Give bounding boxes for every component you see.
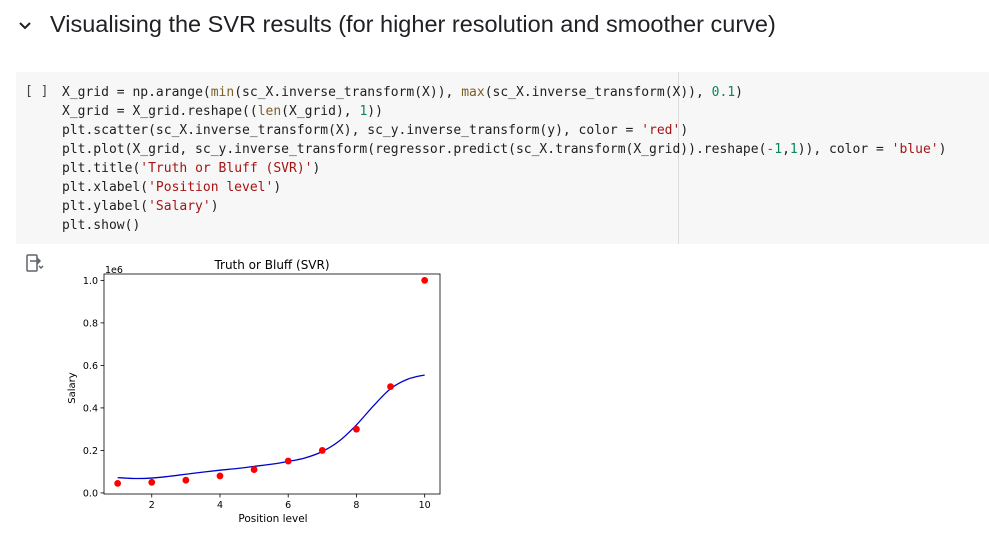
- section-header: Visualising the SVR results (for higher …: [0, 0, 989, 54]
- code-ruler: [678, 72, 679, 244]
- data-point: [353, 425, 360, 433]
- code-token: =: [116, 85, 133, 100]
- code-token: ): [735, 85, 743, 100]
- x-tick-label: 6: [285, 500, 291, 511]
- x-axis-label: Position level: [238, 513, 307, 525]
- svr-chart: Truth or Bluff (SVR) 1e6 Position level …: [67, 258, 441, 525]
- plot-frame: [103, 273, 441, 495]
- section-title: Visualising the SVR results (for higher …: [50, 11, 776, 37]
- y-offset-text: 1e6: [105, 265, 123, 276]
- code-token: plt.title(: [62, 161, 141, 176]
- code-token: ): [680, 123, 689, 138]
- svr-prediction-line: [117, 374, 425, 480]
- plot-output: Truth or Bluff (SVR) 1e6 Position level …: [55, 250, 455, 540]
- y-tick-label: 1.0: [83, 276, 98, 287]
- y-tick-label: 0.2: [83, 446, 98, 457]
- data-point: [114, 479, 122, 487]
- code-token: ): [273, 180, 282, 195]
- code-token: =: [876, 142, 892, 157]
- code-token: plt.ylabel(: [62, 199, 149, 214]
- code-token: X_grid: [62, 85, 117, 100]
- data-point: [250, 466, 258, 473]
- data-point: [421, 276, 429, 284]
- code-token: =: [625, 123, 642, 138]
- data-point: [182, 476, 190, 484]
- code-token: plt.plot(X_grid, sc_y.inverse_transform(…: [62, 142, 767, 157]
- y-tick-label: 0.0: [83, 488, 98, 499]
- code-line[interactable]: plt.show(): [62, 216, 946, 235]
- y-tick-label: 0.8: [83, 318, 98, 329]
- y-axis-label: Salary: [67, 372, 78, 403]
- x-tick-label: 8: [353, 500, 359, 511]
- code-token: plt.xlabel(: [62, 180, 149, 195]
- code-editor[interactable]: X_grid = np.arange(min(sc_X.inverse_tran…: [62, 83, 946, 235]
- code-token: )): [367, 104, 383, 119]
- code-token: 1: [359, 104, 368, 119]
- code-line[interactable]: plt.plot(X_grid, sc_y.inverse_transform(…: [62, 140, 946, 159]
- code-token: min: [210, 85, 235, 100]
- run-cell-button[interactable]: [ ]: [25, 84, 49, 99]
- code-token: X_grid.reshape((: [132, 104, 258, 119]
- code-token: =: [116, 104, 133, 119]
- code-token: (X_grid),: [281, 104, 360, 119]
- code-token: (sc_X.inverse_transform(X)),: [234, 85, 462, 100]
- code-token: 'red': [641, 123, 681, 138]
- code-cell[interactable]: [ ] X_grid = np.arange(min(sc_X.inverse_…: [16, 72, 989, 244]
- code-token: 'Salary': [148, 199, 211, 214]
- code-line[interactable]: plt.xlabel('Position level'): [62, 178, 946, 197]
- code-line[interactable]: plt.ylabel('Salary'): [62, 197, 946, 216]
- code-token: )), color: [797, 142, 876, 157]
- code-line[interactable]: plt.scatter(sc_X.inverse_transform(X), s…: [62, 121, 946, 140]
- code-token: 'blue': [891, 142, 939, 157]
- code-line[interactable]: plt.title('Truth or Bluff (SVR)'): [62, 159, 946, 178]
- data-point: [284, 457, 292, 465]
- y-tick-label: 0.6: [83, 361, 98, 372]
- code-token: 'Position level': [148, 180, 274, 195]
- data-point: [216, 472, 224, 480]
- data-point: [318, 447, 326, 454]
- code-token: ): [210, 199, 219, 214]
- x-tick-label: 10: [419, 500, 431, 511]
- code-token: ,: [782, 142, 790, 157]
- code-token: len: [257, 104, 282, 119]
- code-token: 'Truth or Bluff (SVR)': [140, 161, 313, 176]
- code-token: max: [461, 85, 485, 100]
- code-line[interactable]: X_grid = np.arange(min(sc_X.inverse_tran…: [62, 83, 946, 102]
- x-tick-label: 4: [217, 500, 223, 511]
- code-token: X_grid: [62, 104, 117, 119]
- code-token: ): [938, 142, 947, 157]
- chevron-down-icon[interactable]: [17, 18, 33, 34]
- chart-title: Truth or Bluff (SVR): [213, 258, 329, 272]
- code-token: 1: [789, 142, 798, 157]
- code-token: (: [202, 85, 211, 100]
- code-token: -1: [766, 142, 783, 157]
- code-token: plt.show(): [62, 218, 141, 233]
- code-token: plt.scatter(sc_X.inverse_transform(X), s…: [62, 123, 626, 138]
- data-point: [387, 383, 394, 391]
- code-token: 0.1: [711, 85, 736, 100]
- code-line[interactable]: X_grid = X_grid.reshape((len(X_grid), 1)…: [62, 102, 946, 121]
- x-tick-label: 2: [149, 500, 155, 511]
- output-toggle-icon[interactable]: [25, 253, 45, 273]
- y-tick-label: 0.4: [83, 403, 98, 414]
- code-token: np.arange: [132, 85, 203, 100]
- data-point: [148, 478, 156, 486]
- code-token: ): [312, 161, 321, 176]
- code-token: (sc_X.inverse_transform(X)),: [484, 85, 712, 100]
